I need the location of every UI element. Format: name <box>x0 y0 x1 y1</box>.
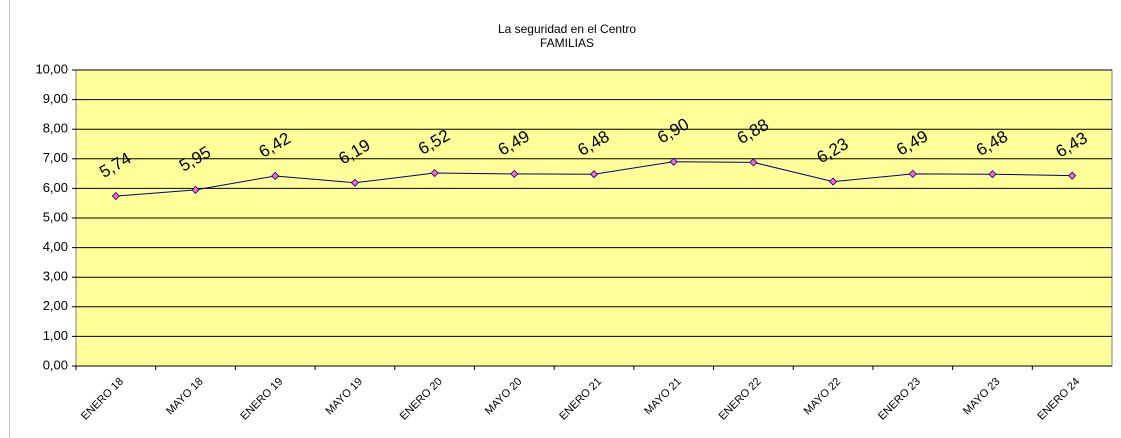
y-tick-label: 8,00 <box>43 121 68 136</box>
data-point <box>271 171 280 181</box>
data-point <box>829 177 838 186</box>
data-point <box>749 158 758 167</box>
data-point <box>350 178 359 187</box>
data-point <box>191 185 200 194</box>
y-tick-label: 5,00 <box>43 209 68 224</box>
chart-subtitle: FAMILIAS <box>540 36 594 50</box>
data-point <box>908 169 917 178</box>
data-point <box>510 169 519 178</box>
y-tick-label: 10,00 <box>35 61 68 76</box>
y-tick-label: 6,00 <box>43 180 68 195</box>
y-tick-label: 4,00 <box>43 239 68 254</box>
data-point <box>589 170 599 179</box>
data-point <box>111 192 120 201</box>
y-tick-label: 7,00 <box>43 150 68 165</box>
data-point <box>988 170 997 179</box>
y-tick-label: 2,00 <box>43 298 68 313</box>
chart-title: La seguridad en el Centro <box>498 22 636 36</box>
data-point <box>669 157 678 166</box>
y-tick-label: 3,00 <box>43 269 68 284</box>
y-tick-label: 9,00 <box>43 91 68 106</box>
data-point <box>430 168 439 178</box>
y-tick-label: 1,00 <box>43 328 68 343</box>
data-point <box>1068 171 1077 180</box>
y-tick-label: 0,00 <box>43 357 68 372</box>
